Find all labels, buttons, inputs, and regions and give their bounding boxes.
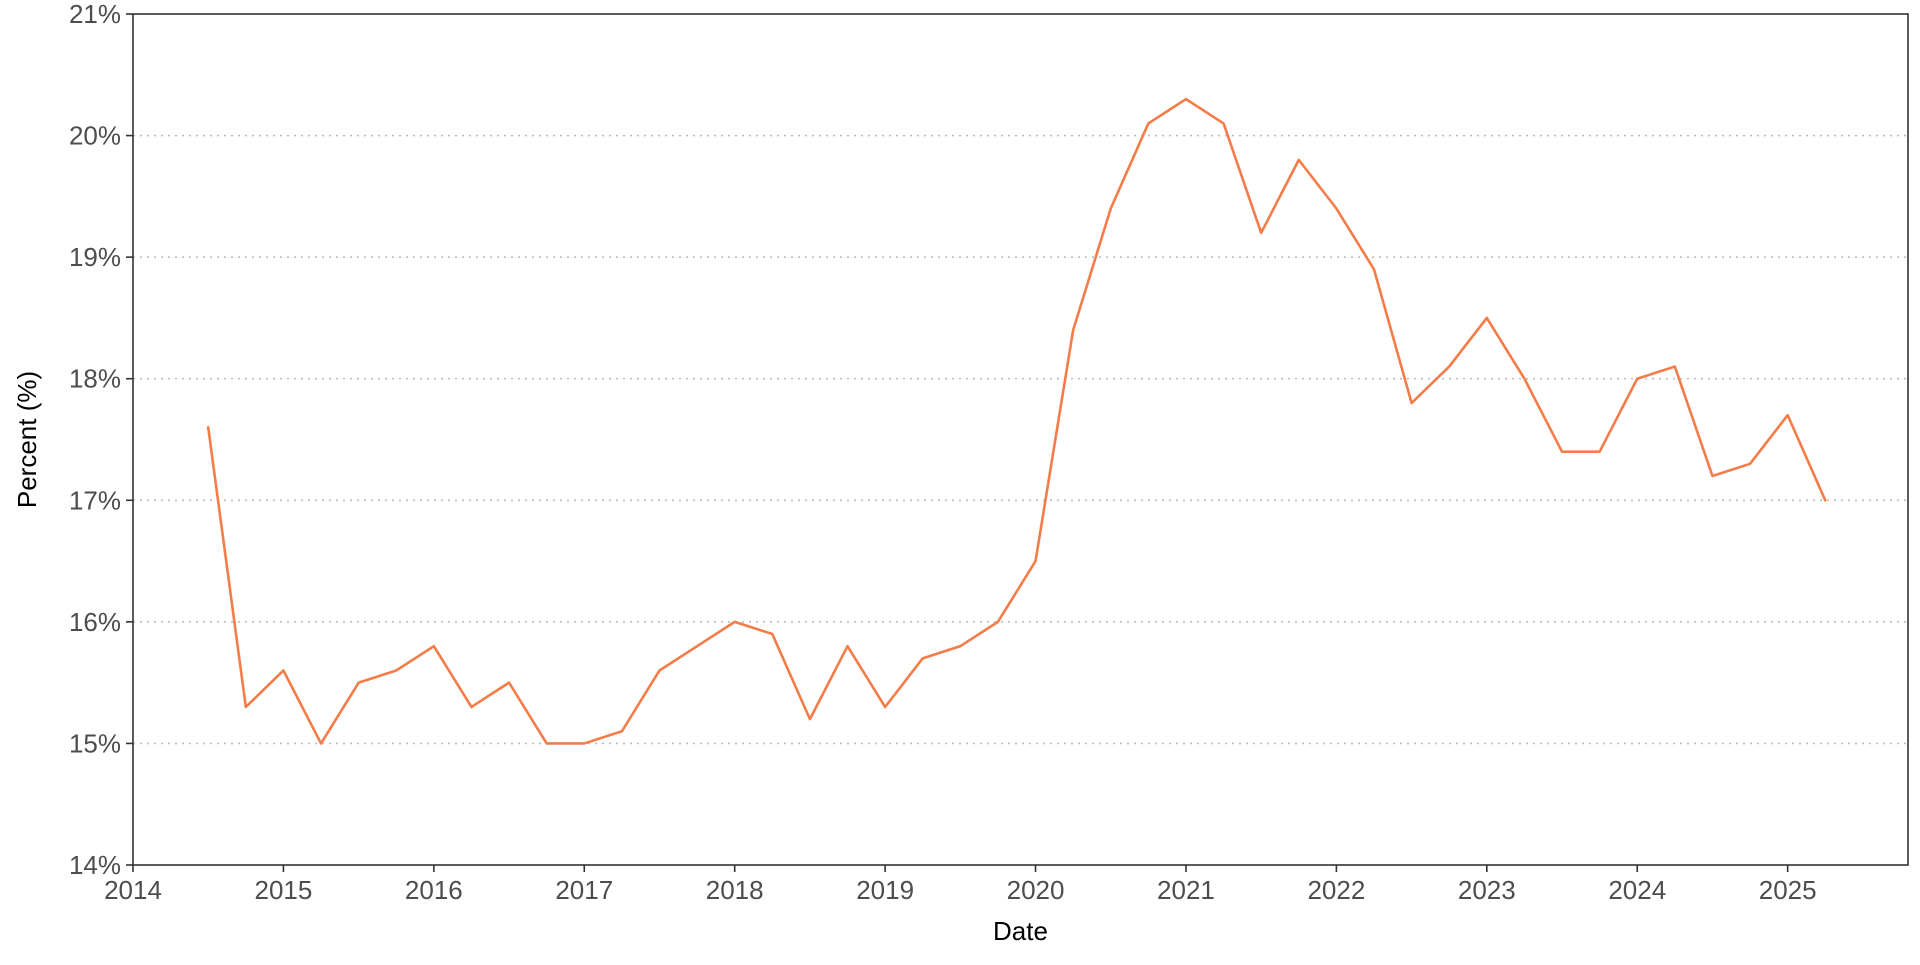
data-point — [1523, 378, 1525, 380]
x-tick-label: 2024 — [1608, 875, 1666, 905]
x-tick-label: 2017 — [555, 875, 613, 905]
data-point — [621, 730, 623, 732]
data-point — [1749, 463, 1751, 465]
data-point — [508, 681, 510, 683]
data-point — [1598, 450, 1600, 452]
data-point — [1674, 365, 1676, 367]
data-point — [1486, 317, 1488, 319]
y-tick-label: 18% — [69, 364, 121, 394]
data-point — [1561, 450, 1563, 452]
data-point — [658, 669, 660, 671]
x-tick-label: 2015 — [255, 875, 313, 905]
x-tick-label: 2020 — [1007, 875, 1065, 905]
data-point — [470, 706, 472, 708]
x-axis-title: Date — [993, 916, 1048, 946]
data-point — [997, 621, 999, 623]
data-point — [1335, 207, 1337, 209]
data-point — [884, 706, 886, 708]
data-point — [696, 645, 698, 647]
data-point — [922, 657, 924, 659]
gridlines — [133, 134, 1908, 745]
x-tick-label: 2025 — [1759, 875, 1817, 905]
x-tick-label: 2021 — [1157, 875, 1215, 905]
y-axis: 14% 15% 16% 17% 18% 19% 20% 21% — [69, 0, 133, 880]
series-line — [206, 97, 1827, 745]
x-axis: 2014 2015 2016 2017 2018 2019 2020 2021 2022 2023… — [104, 865, 1817, 905]
data-point — [433, 645, 435, 647]
y-axis-title: Percent (%) — [12, 371, 42, 508]
x-tick-label: 2014 — [104, 875, 162, 905]
data-point — [771, 633, 773, 635]
data-point — [1147, 122, 1149, 124]
data-point — [545, 742, 547, 744]
plot-frame — [132, 13, 1909, 866]
data-point — [583, 742, 585, 744]
x-tick-label: 2016 — [405, 875, 463, 905]
data-point — [846, 645, 848, 647]
data-point — [282, 669, 284, 671]
y-tick-label: 19% — [69, 242, 121, 272]
x-tick-label: 2019 — [856, 875, 914, 905]
y-tick-label: 20% — [69, 121, 121, 151]
data-point — [1110, 207, 1112, 209]
data-point — [1072, 329, 1074, 331]
x-tick-label: 2023 — [1458, 875, 1516, 905]
data-point — [809, 718, 811, 720]
data-point — [357, 681, 359, 683]
data-point — [1034, 560, 1036, 562]
series-layer — [206, 97, 1827, 745]
data-point — [1298, 159, 1300, 161]
data-point — [320, 742, 322, 744]
x-tick-label: 2022 — [1307, 875, 1365, 905]
data-point — [245, 706, 247, 708]
data-point — [1824, 499, 1826, 501]
data-point — [1448, 365, 1450, 367]
y-tick-label: 16% — [69, 607, 121, 637]
y-tick-label: 21% — [69, 0, 121, 29]
y-tick-label: 15% — [69, 728, 121, 758]
data-point — [395, 669, 397, 671]
data-point — [733, 621, 735, 623]
data-point — [1373, 268, 1375, 270]
data-point — [959, 645, 961, 647]
data-point — [1410, 402, 1412, 404]
data-point — [1636, 378, 1638, 380]
data-point — [1222, 122, 1224, 124]
data-point — [1260, 232, 1262, 234]
y-tick-label: 17% — [69, 485, 121, 515]
data-point — [1786, 414, 1788, 416]
data-point — [207, 426, 209, 428]
y-tick-label: 14% — [69, 850, 121, 880]
x-tick-label: 2018 — [706, 875, 764, 905]
data-point — [1711, 475, 1713, 477]
data-point — [1185, 98, 1187, 100]
